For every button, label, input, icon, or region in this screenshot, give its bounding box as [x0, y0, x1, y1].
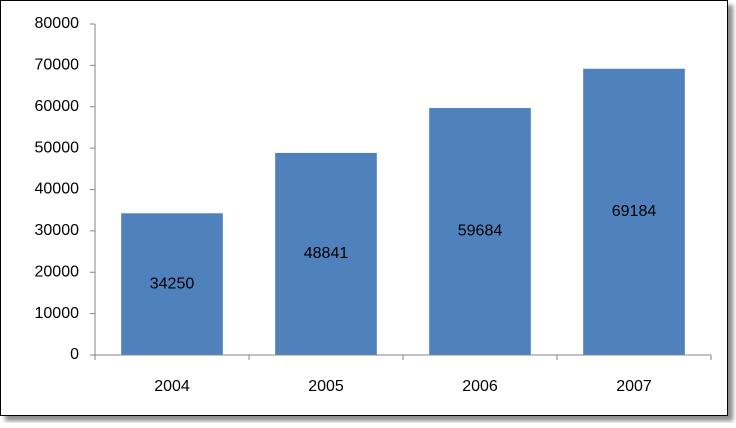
- y-tick-label: 80000: [35, 15, 80, 32]
- y-tick-label: 60000: [35, 98, 80, 115]
- x-tick-label: 2005: [308, 378, 344, 395]
- y-tick-label: 70000: [35, 57, 80, 74]
- bar: [429, 108, 531, 355]
- bar: [121, 213, 223, 355]
- bar: [275, 152, 377, 355]
- data-label: 48841: [304, 245, 349, 262]
- y-tick-label: 50000: [35, 139, 80, 156]
- x-tick-label: 2006: [462, 378, 498, 395]
- y-tick-label: 30000: [35, 222, 80, 239]
- y-tick-label: 10000: [35, 305, 80, 322]
- y-tick-label: 40000: [35, 181, 80, 198]
- data-label: 69184: [612, 203, 657, 220]
- y-tick-label: 20000: [35, 263, 80, 280]
- x-tick-label: 2004: [154, 378, 190, 395]
- y-tick-label: 0: [70, 346, 79, 363]
- data-label: 34250: [150, 275, 195, 292]
- x-tick-label: 2007: [616, 378, 652, 395]
- data-label: 59684: [458, 223, 503, 240]
- bar: [583, 68, 685, 356]
